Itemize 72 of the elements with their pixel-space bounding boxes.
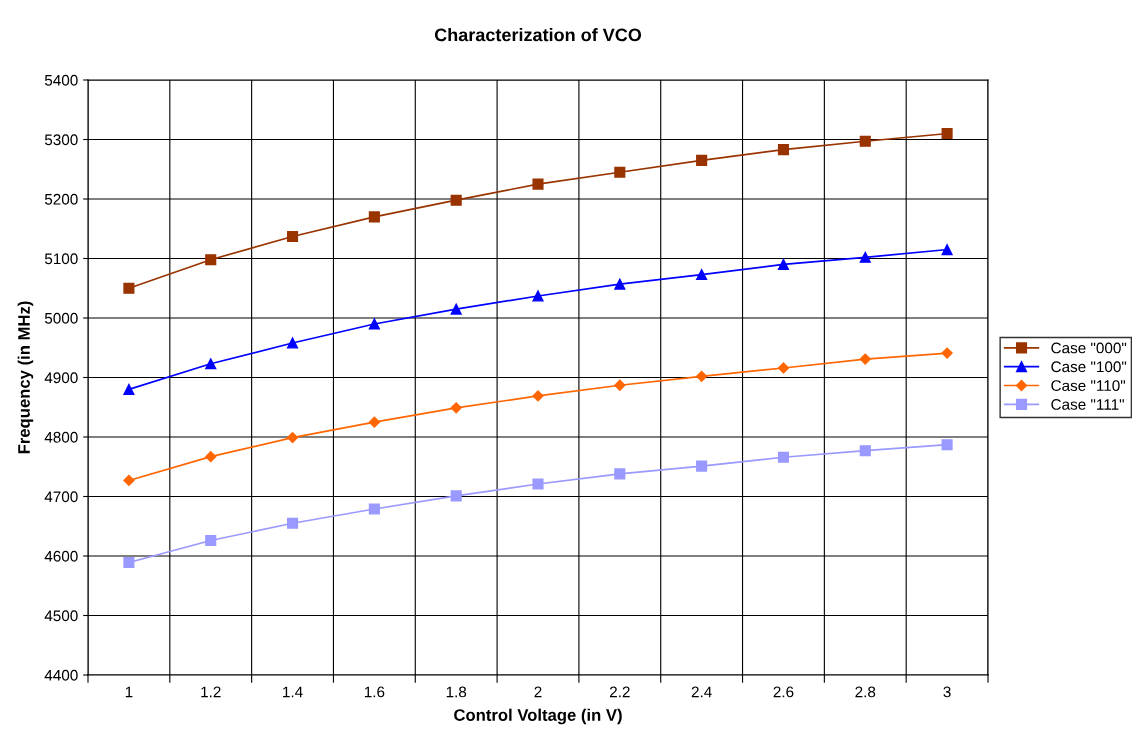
y-tick-label: 5200 [44, 193, 78, 205]
point [286, 337, 299, 349]
point [696, 269, 708, 281]
point [532, 478, 544, 490]
y-tick-label: 4500 [44, 610, 78, 622]
x-tick-label: 2 [534, 686, 542, 698]
point [368, 416, 380, 428]
point [859, 353, 871, 365]
point [450, 303, 462, 315]
point [286, 517, 299, 529]
point [205, 254, 217, 266]
point [286, 230, 299, 243]
point [205, 451, 217, 463]
point [286, 431, 299, 444]
point [368, 211, 380, 223]
point [614, 379, 626, 391]
y-tick-label: 4600 [44, 550, 78, 562]
point [696, 154, 708, 166]
point [941, 244, 953, 256]
point [777, 362, 790, 374]
y-tick-label: 4700 [44, 491, 78, 503]
point [941, 439, 953, 451]
legend-label: Case "111" [1051, 399, 1124, 410]
point [859, 135, 871, 147]
chart-title: Characterization of VCO [434, 28, 642, 42]
x-tick-label: 1.2 [201, 686, 221, 698]
point [777, 144, 790, 156]
point [532, 178, 544, 190]
point [532, 290, 544, 302]
point [368, 318, 380, 330]
x-tick-label: 1.4 [283, 686, 303, 698]
point [368, 503, 380, 515]
legend-label: Case "110" [1051, 380, 1126, 392]
point [696, 370, 708, 382]
point [205, 358, 217, 370]
point [450, 402, 462, 414]
x-axis-title: Control Voltage (in V) [454, 708, 622, 725]
legend-label: Case "100" [1051, 361, 1127, 373]
y-tick-label: 5300 [44, 134, 78, 146]
x-tick-label: 3 [943, 686, 951, 698]
x-tick-label: 1.8 [446, 686, 467, 698]
point [941, 127, 953, 140]
y-tick-label: 4400 [44, 669, 78, 681]
point [777, 258, 790, 271]
point [859, 251, 871, 263]
point [614, 166, 626, 178]
point [859, 445, 871, 457]
point [614, 278, 626, 290]
y-tick-label: 5100 [44, 253, 78, 265]
y-tick-label: 4800 [44, 431, 78, 443]
y-tick-label: 5000 [44, 312, 78, 324]
point [777, 451, 790, 463]
y-tick-label: 4900 [44, 372, 78, 384]
y-axis-title: Frequency (in MHz) [17, 301, 34, 454]
x-tick-label: 2.8 [855, 686, 876, 698]
point [123, 383, 135, 395]
point [123, 282, 135, 294]
point [450, 490, 462, 502]
point [205, 534, 217, 547]
legend-label: Case "000" [1051, 342, 1127, 354]
x-tick-label: 1.6 [364, 686, 385, 698]
x-tick-label: 2.4 [691, 686, 712, 698]
point [450, 194, 462, 206]
y-tick-label: 5400 [44, 74, 78, 86]
point [614, 468, 626, 480]
x-tick-label: 2.6 [773, 686, 794, 698]
x-tick-label: 2.2 [609, 686, 630, 698]
point [941, 347, 953, 359]
point [123, 474, 135, 487]
point [696, 460, 708, 472]
x-tick-label: 1 [125, 686, 133, 698]
point [123, 556, 135, 569]
